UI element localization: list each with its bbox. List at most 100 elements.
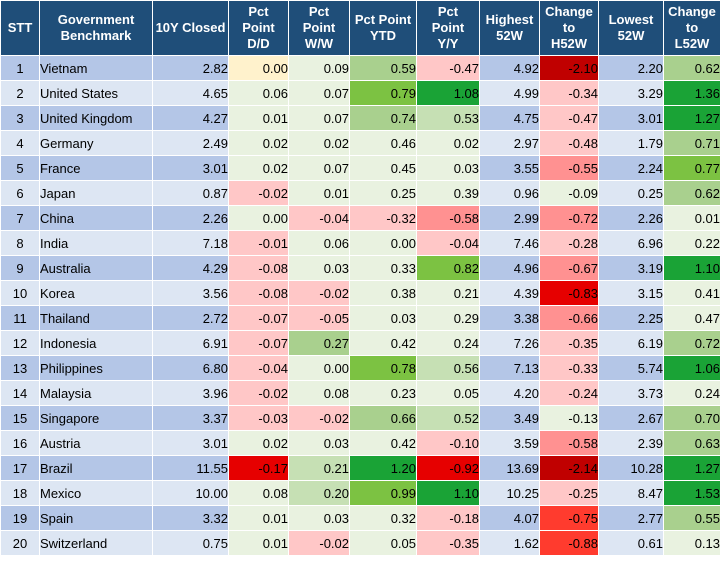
cl52-cell: 0.55: [663, 505, 720, 531]
closed-cell: 0.75: [152, 530, 229, 556]
dd-cell: -0.08: [228, 280, 289, 306]
h52-cell: 4.92: [479, 55, 540, 81]
dd-cell: -0.02: [228, 380, 289, 406]
country-cell: Germany: [39, 130, 153, 156]
col-header-ww: Pct Point W/W: [288, 0, 350, 56]
yy-cell: 0.39: [416, 180, 480, 206]
ww-cell: 0.09: [288, 55, 350, 81]
col-header-ww-line3: W/W: [304, 36, 334, 51]
dd-cell: 0.01: [228, 530, 289, 556]
stt-cell: 9: [0, 255, 40, 281]
dd-cell: 0.06: [228, 80, 289, 106]
stt-cell: 19: [0, 505, 40, 531]
col-header-ytd-line1: Pct Point: [354, 12, 412, 27]
yy-cell: 0.56: [416, 355, 480, 381]
table-row: 15 Singapore 3.37 -0.03 -0.02 0.66 0.52 …: [0, 405, 720, 431]
ytd-cell: 0.05: [349, 530, 417, 556]
closed-cell: 4.65: [152, 80, 229, 106]
l52-cell: 6.19: [598, 330, 664, 356]
col-header-l52: Lowest 52W: [598, 0, 664, 56]
h52-cell: 2.99: [479, 205, 540, 231]
yy-cell: -0.10: [416, 430, 480, 456]
h52-cell: 4.99: [479, 80, 540, 106]
cl52-cell: 1.27: [663, 105, 720, 131]
dd-cell: -0.02: [228, 180, 289, 206]
closed-cell: 4.29: [152, 255, 229, 281]
ch52-cell: -0.66: [539, 305, 599, 331]
ww-cell: 0.03: [288, 505, 350, 531]
stt-cell: 11: [0, 305, 40, 331]
ytd-cell: 0.23: [349, 380, 417, 406]
l52-cell: 10.28: [598, 455, 664, 481]
table-row: 11 Thailand 2.72 -0.07 -0.05 0.03 0.29 3…: [0, 305, 720, 331]
l52-cell: 8.47: [598, 480, 664, 506]
table-row: 6 Japan 0.87 -0.02 0.01 0.25 0.39 0.96 -…: [0, 180, 720, 206]
col-header-cl52-line3: L52W: [674, 36, 710, 51]
dd-cell: 0.00: [228, 205, 289, 231]
cl52-cell: 0.47: [663, 305, 720, 331]
table-row: 8 India 7.18 -0.01 0.06 0.00 -0.04 7.46 …: [0, 230, 720, 256]
yy-cell: -0.92: [416, 455, 480, 481]
stt-cell: 20: [0, 530, 40, 556]
ch52-cell: -0.28: [539, 230, 599, 256]
yy-cell: 0.03: [416, 155, 480, 181]
h52-cell: 2.97: [479, 130, 540, 156]
yy-cell: 1.10: [416, 480, 480, 506]
closed-cell: 0.87: [152, 180, 229, 206]
stt-cell: 10: [0, 280, 40, 306]
ww-cell: 0.06: [288, 230, 350, 256]
country-cell: Malaysia: [39, 380, 153, 406]
dd-cell: 0.02: [228, 155, 289, 181]
table-row: 14 Malaysia 3.96 -0.02 0.08 0.23 0.05 4.…: [0, 380, 720, 406]
col-header-stt-label: STT: [7, 20, 33, 35]
cl52-cell: 0.77: [663, 155, 720, 181]
country-cell: Thailand: [39, 305, 153, 331]
dd-cell: -0.08: [228, 255, 289, 281]
table-body: 1 Vietnam 2.82 0.00 0.09 0.59 -0.47 4.92…: [0, 55, 720, 556]
ch52-cell: -0.58: [539, 430, 599, 456]
ch52-cell: -0.09: [539, 180, 599, 206]
ch52-cell: -0.25: [539, 480, 599, 506]
ytd-cell: 0.66: [349, 405, 417, 431]
closed-cell: 11.55: [152, 455, 229, 481]
l52-cell: 3.29: [598, 80, 664, 106]
col-header-ch52-line3: H52W: [550, 36, 588, 51]
ch52-cell: -2.14: [539, 455, 599, 481]
bond-benchmark-table: STT Government Benchmark 10Y Closed Pct Po…: [0, 0, 720, 556]
ww-cell: -0.02: [288, 280, 350, 306]
closed-cell: 2.49: [152, 130, 229, 156]
stt-cell: 8: [0, 230, 40, 256]
ytd-cell: 1.20: [349, 455, 417, 481]
cl52-cell: 1.06: [663, 355, 720, 381]
h52-cell: 7.46: [479, 230, 540, 256]
ytd-cell: 0.25: [349, 180, 417, 206]
ytd-cell: 0.00: [349, 230, 417, 256]
col-header-yy-line3: Y/Y: [437, 36, 459, 51]
h52-cell: 1.62: [479, 530, 540, 556]
dd-cell: 0.01: [228, 505, 289, 531]
yy-cell: 0.53: [416, 105, 480, 131]
header-row: STT Government Benchmark 10Y Closed Pct Po…: [0, 0, 720, 56]
country-cell: Austria: [39, 430, 153, 456]
col-header-dd-line2: Point: [242, 20, 275, 35]
yy-cell: -0.04: [416, 230, 480, 256]
ww-cell: 0.02: [288, 130, 350, 156]
ytd-cell: 0.45: [349, 155, 417, 181]
ww-cell: -0.02: [288, 405, 350, 431]
col-header-benchmark: Government Benchmark: [39, 0, 153, 56]
col-header-h52-line2: 52W: [496, 28, 523, 43]
stt-cell: 13: [0, 355, 40, 381]
col-header-cl52-line2: to: [685, 20, 699, 35]
h52-cell: 3.49: [479, 405, 540, 431]
l52-cell: 5.74: [598, 355, 664, 381]
table-row: 12 Indonesia 6.91 -0.07 0.27 0.42 0.24 7…: [0, 330, 720, 356]
country-cell: Spain: [39, 505, 153, 531]
col-header-closed-label: 10Y Closed: [155, 20, 226, 35]
ww-cell: -0.02: [288, 530, 350, 556]
l52-cell: 2.24: [598, 155, 664, 181]
table-row: 5 France 3.01 0.02 0.07 0.45 0.03 3.55 -…: [0, 155, 720, 181]
h52-cell: 7.13: [479, 355, 540, 381]
ww-cell: 0.07: [288, 105, 350, 131]
h52-cell: 3.55: [479, 155, 540, 181]
cl52-cell: 0.01: [663, 205, 720, 231]
